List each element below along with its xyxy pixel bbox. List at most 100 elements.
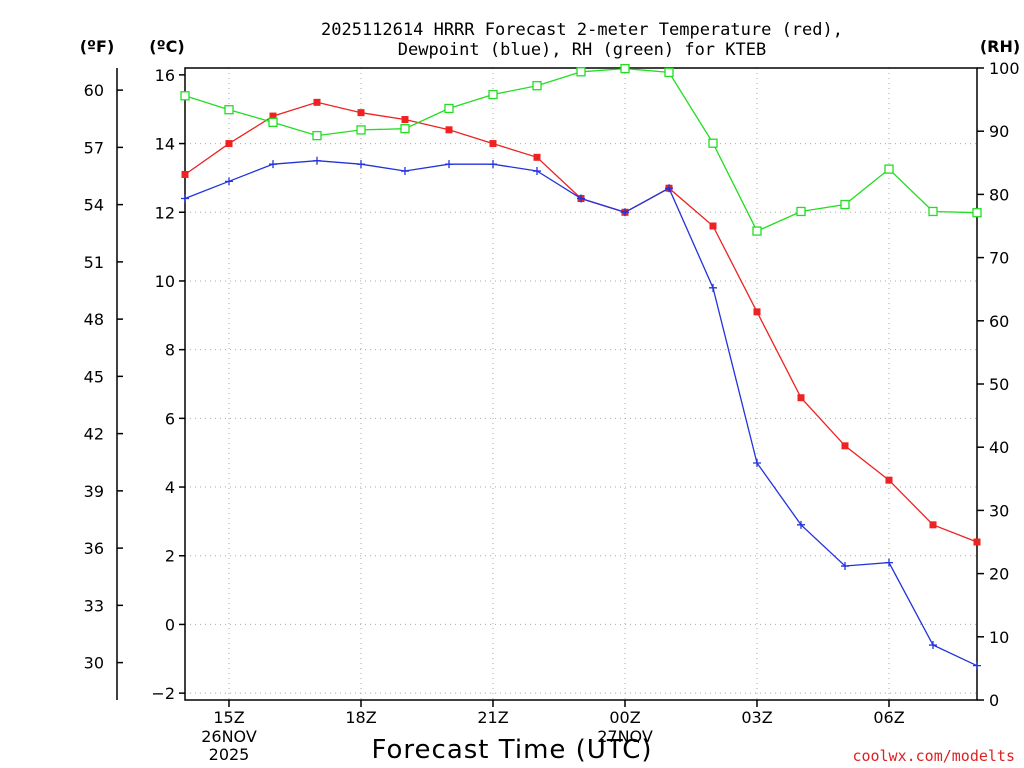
rh-point <box>444 103 454 114</box>
fahrenheit-tick-label: 60 <box>84 81 104 100</box>
x-tick-label: 00Z <box>609 708 640 727</box>
rh-point <box>312 130 322 141</box>
chart-subtitle: Dewpoint (blue), RH (green) for KTEB <box>398 40 766 60</box>
rh-tick-label: 80 <box>989 185 1009 204</box>
dewpoint-point <box>225 177 233 186</box>
rh-line <box>184 67 978 232</box>
rh-tick-label: 100 <box>989 59 1020 78</box>
rh-point <box>840 199 850 210</box>
x-tick-date: 26NOV <box>201 727 257 746</box>
temperature-point <box>357 109 365 117</box>
rh-point <box>576 67 586 77</box>
rh-point <box>532 81 542 91</box>
celsius-tick-label: 8 <box>165 341 175 360</box>
celsius-tick-label: 12 <box>155 203 175 222</box>
dewpoint-point <box>929 641 937 650</box>
rh-point <box>884 164 894 174</box>
dewpoint-point <box>665 184 673 193</box>
x-tick-label: 18Z <box>345 708 376 727</box>
dewpoint-point <box>489 160 497 169</box>
temperature-point <box>841 442 849 450</box>
dewpoint-point <box>357 160 365 169</box>
temperature-point <box>797 394 805 402</box>
temperature-point <box>885 476 893 484</box>
celsius-tick-label: 14 <box>155 135 175 154</box>
rh-axis-label: (RH) <box>980 37 1020 56</box>
rh-point <box>268 117 278 128</box>
dewpoint-point <box>269 160 277 169</box>
temperature-point <box>269 112 277 120</box>
fahrenheit-tick-label: 36 <box>84 539 104 558</box>
dewpoint-point <box>753 459 761 467</box>
dewpoint-point <box>181 194 189 203</box>
data-series <box>180 63 982 670</box>
rh-point <box>752 226 762 236</box>
fahrenheit-tick-label: 42 <box>84 425 104 444</box>
dewpoint-point <box>973 661 981 670</box>
fahrenheit-tick-label: 45 <box>84 367 104 386</box>
dewpoint-point <box>885 558 893 567</box>
rh-point <box>972 208 982 218</box>
temperature-point <box>225 140 233 148</box>
x-axis-title: Forecast Time (UTC) <box>371 735 652 765</box>
x-tick-label: 21Z <box>477 708 508 727</box>
x-tick-label: 06Z <box>873 708 904 727</box>
rh-point <box>400 124 410 134</box>
rh-point <box>488 89 498 100</box>
temperature-line <box>184 101 978 543</box>
dewpoint-point <box>621 208 629 217</box>
rh-point <box>664 67 674 78</box>
dewpoint-point <box>797 520 805 529</box>
celsius-tick-label: 0 <box>165 615 175 634</box>
rh-tick-label: 30 <box>989 501 1009 520</box>
celsius-tick-label: −2 <box>151 684 175 703</box>
rh-tick-label: 10 <box>989 628 1009 647</box>
dewpoint-point <box>577 194 585 203</box>
grid-lines <box>185 68 977 700</box>
rh-point <box>180 91 190 101</box>
fahrenheit-tick-label: 33 <box>84 596 104 615</box>
x-tick-label: 15Z <box>213 708 244 727</box>
temperature-point <box>753 308 761 316</box>
dewpoint-point <box>533 167 541 176</box>
rh-point <box>796 206 806 217</box>
temperature-point <box>489 140 497 148</box>
temperature-point <box>709 222 717 230</box>
dewpoint-point <box>445 160 453 169</box>
temperature-point <box>445 126 453 134</box>
fahrenheit-tick-label: 48 <box>84 310 104 329</box>
celsius-tick-label: 2 <box>165 547 175 566</box>
celsius-tick-label: 10 <box>155 272 175 291</box>
temperature-point <box>313 98 321 106</box>
fahrenheit-tick-label: 30 <box>84 654 104 673</box>
x-tick-year: 2025 <box>209 745 250 764</box>
rh-tick-label: 20 <box>989 565 1009 584</box>
rh-point <box>928 206 938 217</box>
rh-point <box>620 63 630 74</box>
dewpoint-point <box>709 283 717 292</box>
chart-title: 2025112614 HRRR Forecast 2-meter Tempera… <box>321 20 843 40</box>
dewpoint-point <box>313 156 321 165</box>
rh-tick-label: 0 <box>989 691 999 710</box>
temperature-point <box>181 170 189 178</box>
rh-tick-label: 90 <box>989 122 1009 141</box>
fahrenheit-tick-label: 54 <box>84 196 104 215</box>
rh-tick-label: 60 <box>989 312 1009 331</box>
credit-text: coolwx.com/modelts <box>852 747 1015 765</box>
celsius-tick-label: 16 <box>155 66 175 85</box>
celsius-tick-label: 4 <box>165 478 175 497</box>
rh-point <box>356 125 366 135</box>
dewpoint-line <box>184 160 978 667</box>
rh-tick-label: 70 <box>989 249 1009 268</box>
axis-ticks: −2 0 2 4 6 8 10 12 14 16 30 33 36 39 42 45 48 51 54 57 60 0 10… <box>84 59 1020 764</box>
rh-tick-label: 40 <box>989 438 1009 457</box>
rh-point <box>708 138 718 148</box>
dewpoint-point <box>401 167 409 176</box>
dewpoint-point <box>841 562 849 571</box>
rh-point <box>224 105 234 115</box>
temperature-point <box>401 116 409 124</box>
x-tick-label: 03Z <box>741 708 772 727</box>
temperature-point <box>929 521 937 529</box>
fahrenheit-axis-label: (ºF) <box>80 37 115 56</box>
